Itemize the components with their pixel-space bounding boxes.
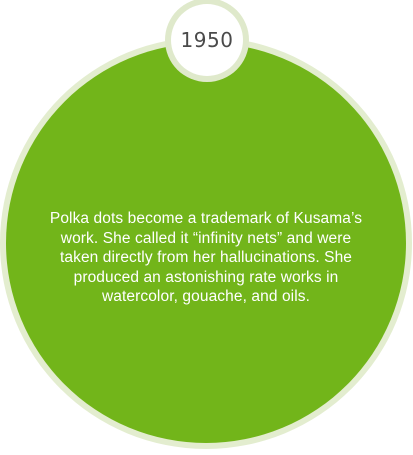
year-label: 1950 (180, 28, 234, 52)
year-badge: 1950 (171, 4, 243, 76)
milestone-description: Polka dots become a trademark of Kusama’… (49, 210, 363, 306)
milestone-circle: Polka dots become a trademark of Kusama’… (6, 43, 406, 443)
